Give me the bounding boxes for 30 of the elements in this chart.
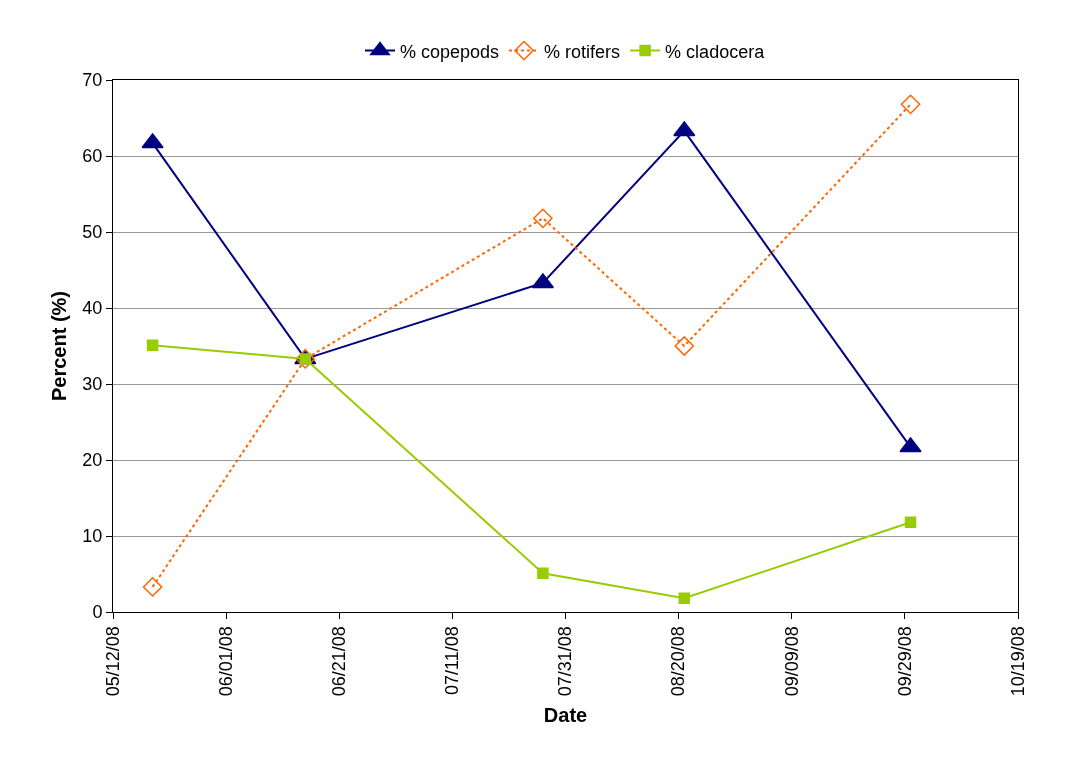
y-tick-label: 20 xyxy=(82,450,103,471)
x-tick-label: 10/19/08 xyxy=(1007,626,1028,697)
x-tick-label: 05/12/08 xyxy=(102,626,123,697)
y-tick-label: 70 xyxy=(82,70,103,91)
legend-label: % rotifers xyxy=(544,41,621,62)
point xyxy=(146,339,159,351)
x-tick-label: 06/21/08 xyxy=(329,626,350,697)
x-tick-label: 07/31/08 xyxy=(555,626,576,697)
x-tick-label: 09/09/08 xyxy=(781,626,802,697)
y-tick-label: 50 xyxy=(82,222,103,243)
point xyxy=(537,567,549,579)
y-tick-label: 10 xyxy=(82,526,103,547)
point xyxy=(904,516,917,529)
x-tick-label: 09/29/08 xyxy=(894,626,915,697)
point xyxy=(142,577,163,597)
y-tick-label: 0 xyxy=(92,602,103,623)
point xyxy=(678,592,691,605)
x-tick-label: 07/11/08 xyxy=(442,626,463,695)
y-tick-label: 30 xyxy=(82,374,103,395)
y-tick-label: 40 xyxy=(82,298,103,319)
legend-label: % cladocera xyxy=(665,41,766,62)
y-axis-title: Percent (%) xyxy=(47,290,70,402)
y-tick-label: 60 xyxy=(82,146,103,167)
point xyxy=(533,208,553,229)
x-axis-title: Date xyxy=(543,703,588,726)
legend-label: % copepods xyxy=(400,41,500,62)
x-tick-label: 08/20/08 xyxy=(668,626,689,697)
x-tick-label: 06/01/08 xyxy=(215,626,236,697)
point xyxy=(900,94,921,115)
point xyxy=(674,336,695,356)
